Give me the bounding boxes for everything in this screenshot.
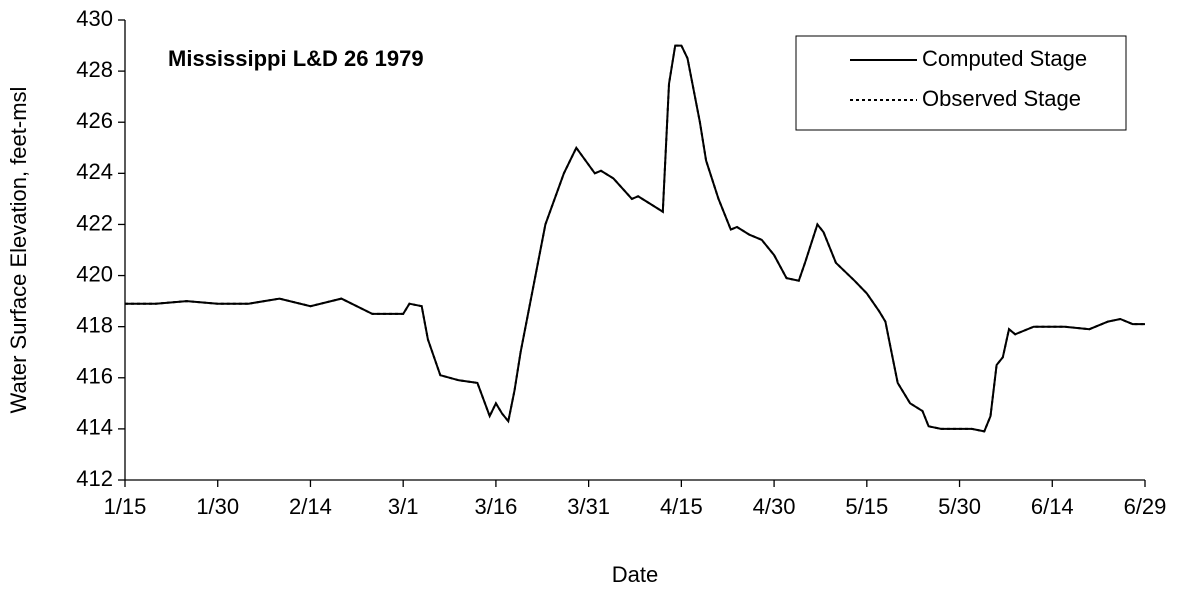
x-axis-label: Date bbox=[612, 562, 658, 587]
x-tick-label: 3/31 bbox=[567, 494, 610, 519]
y-tick-label: 430 bbox=[76, 6, 113, 31]
x-tick-label: 4/15 bbox=[660, 494, 703, 519]
x-tick-label: 2/14 bbox=[289, 494, 332, 519]
x-tick-label: 6/29 bbox=[1124, 494, 1167, 519]
series-line bbox=[125, 44, 1145, 433]
x-tick-label: 3/1 bbox=[388, 494, 419, 519]
y-tick-label: 416 bbox=[76, 364, 113, 389]
y-tick-label: 428 bbox=[76, 57, 113, 82]
y-tick-label: 422 bbox=[76, 210, 113, 235]
x-tick-label: 1/15 bbox=[104, 494, 147, 519]
legend-box bbox=[795, 35, 1127, 131]
y-axis-label: Water Surface Elevation, feet-msl bbox=[6, 87, 31, 414]
x-tick-label: 5/15 bbox=[845, 494, 888, 519]
chart-title: Mississippi L&D 26 1979 bbox=[168, 46, 424, 71]
y-tick-label: 420 bbox=[76, 261, 113, 286]
x-tick-label: 4/30 bbox=[753, 494, 796, 519]
x-tick-label: 3/16 bbox=[474, 494, 517, 519]
x-tick-label: 6/14 bbox=[1031, 494, 1074, 519]
x-tick-label: 5/30 bbox=[938, 494, 981, 519]
y-tick-label: 412 bbox=[76, 466, 113, 491]
y-tick-label: 418 bbox=[76, 312, 113, 337]
legend-label: Computed Stage bbox=[922, 46, 1087, 71]
y-tick-label: 414 bbox=[76, 415, 113, 440]
legend-label: Observed Stage bbox=[922, 86, 1081, 111]
y-tick-label: 424 bbox=[76, 159, 113, 184]
y-tick-label: 426 bbox=[76, 108, 113, 133]
x-tick-label: 1/30 bbox=[196, 494, 239, 519]
